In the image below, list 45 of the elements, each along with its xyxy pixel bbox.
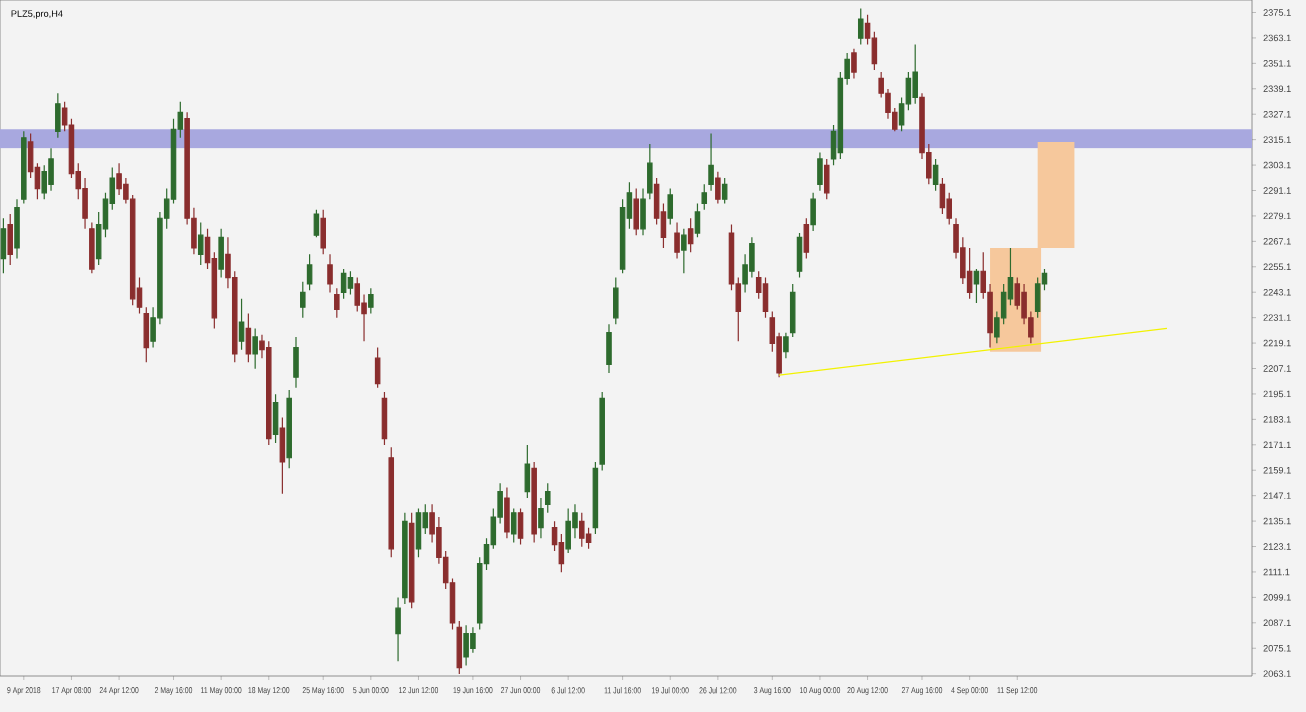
candlestick xyxy=(368,287,374,315)
candlestick xyxy=(857,7,864,46)
candlestick xyxy=(674,221,680,260)
candlestick xyxy=(266,340,272,446)
candlestick xyxy=(803,217,810,260)
candlestick xyxy=(565,507,571,554)
candlestick xyxy=(613,277,619,325)
candlestick xyxy=(320,209,326,255)
candlestick xyxy=(667,188,674,226)
candlestick xyxy=(347,270,354,296)
candlestick xyxy=(252,327,258,370)
candlestick xyxy=(681,228,687,274)
candlestick xyxy=(48,147,54,192)
candlestick xyxy=(306,253,313,291)
candlestick xyxy=(402,512,408,605)
candlestick xyxy=(286,389,292,469)
candlestick xyxy=(197,221,204,266)
candlestick xyxy=(823,158,830,200)
candlestick xyxy=(1034,277,1041,319)
candlestick xyxy=(579,512,585,548)
candlestick xyxy=(715,171,721,205)
candlestick xyxy=(531,461,537,544)
candlestick xyxy=(116,162,122,196)
candlestick xyxy=(817,151,823,192)
candlestick xyxy=(504,486,510,539)
candlestick xyxy=(687,217,694,253)
candlestick xyxy=(810,192,816,232)
candlestick xyxy=(279,416,286,495)
candlestick xyxy=(388,446,395,558)
candlestick xyxy=(973,268,980,304)
candlestick xyxy=(293,336,299,389)
candlestick xyxy=(218,228,224,279)
candlestick xyxy=(395,596,401,662)
candlestick xyxy=(334,287,340,319)
candlestick xyxy=(851,48,857,79)
candlestick xyxy=(606,323,612,374)
candlestick xyxy=(633,188,639,236)
candlestick xyxy=(510,507,517,544)
candlestick xyxy=(55,92,61,139)
candlestick xyxy=(327,253,333,294)
candlestick xyxy=(463,624,469,667)
candlestick xyxy=(238,298,245,351)
candlestick xyxy=(7,213,13,266)
candlestick xyxy=(912,43,918,105)
candlestick xyxy=(300,281,306,319)
